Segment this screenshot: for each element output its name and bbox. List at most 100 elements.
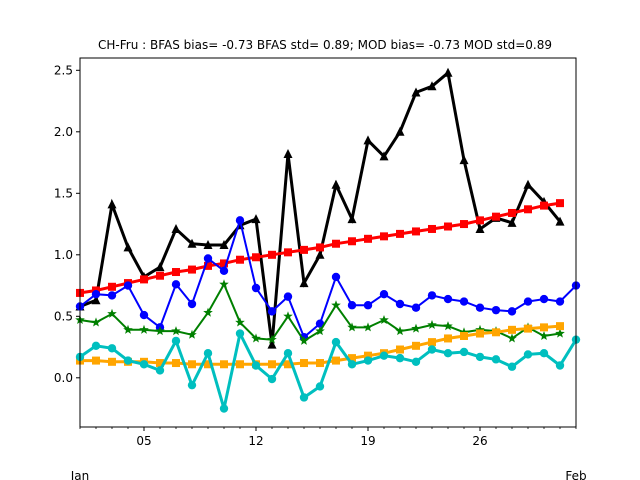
- series-4: [76, 322, 564, 369]
- data-point: [203, 307, 213, 317]
- month-label: Jan: [70, 469, 90, 480]
- data-point: [108, 357, 116, 366]
- data-point: [107, 199, 117, 209]
- x-tick-label: 26: [472, 434, 487, 448]
- data-point: [236, 255, 244, 264]
- chart-title: CH-Fru : BFAS bias= -0.73 BFAS std= 0.89…: [98, 38, 552, 52]
- data-point: [475, 223, 485, 233]
- data-point: [187, 238, 197, 248]
- data-point: [220, 259, 228, 268]
- data-point: [123, 281, 133, 290]
- data-point: [508, 208, 516, 217]
- data-point: [411, 323, 421, 333]
- data-point: [540, 201, 548, 210]
- data-point: [171, 223, 181, 233]
- data-point: [476, 329, 484, 338]
- data-point: [508, 325, 516, 334]
- data-point: [187, 299, 197, 309]
- axes-frame: [79, 57, 577, 428]
- data-point: [300, 245, 308, 254]
- data-point: [555, 216, 565, 226]
- data-point: [491, 305, 501, 315]
- data-point: [331, 272, 341, 282]
- data-point: [156, 271, 164, 280]
- data-point: [107, 344, 117, 353]
- data-point: [220, 360, 228, 369]
- data-point: [283, 311, 293, 321]
- series-3: [75, 279, 565, 345]
- data-point: [395, 353, 405, 363]
- data-point: [139, 310, 149, 320]
- data-point: [395, 126, 405, 136]
- series-5: [75, 328, 581, 413]
- data-point: [347, 301, 357, 310]
- data-point: [155, 366, 165, 375]
- data-point: [444, 222, 452, 231]
- data-point: [331, 337, 341, 347]
- data-point: [251, 361, 261, 370]
- series-line: [79, 69, 562, 345]
- data-point: [171, 326, 181, 336]
- series-0: [75, 67, 565, 349]
- data-point: [235, 317, 245, 327]
- data-point: [204, 261, 212, 270]
- data-point: [347, 214, 357, 224]
- data-point: [107, 291, 117, 300]
- data-point: [396, 345, 404, 354]
- data-point: [539, 331, 549, 340]
- data-point: [140, 275, 148, 284]
- data-point: [443, 349, 453, 358]
- data-point: [348, 354, 356, 363]
- data-point: [364, 234, 372, 243]
- data-point: [443, 67, 453, 77]
- data-point: [475, 324, 485, 334]
- data-point: [475, 303, 485, 312]
- data-point: [396, 229, 404, 238]
- data-point: [411, 303, 421, 312]
- data-point: [556, 199, 564, 208]
- data-point: [331, 300, 341, 310]
- data-point: [91, 341, 101, 351]
- data-point: [251, 214, 261, 224]
- y-tick-label: 0.0: [54, 371, 73, 385]
- data-point: [492, 212, 500, 221]
- y-tick-label: 2.0: [54, 125, 73, 139]
- data-point: [92, 356, 100, 365]
- data-point: [475, 352, 485, 362]
- data-point: [332, 356, 340, 365]
- data-point: [539, 294, 549, 304]
- data-point: [524, 205, 532, 214]
- data-point: [316, 243, 324, 252]
- data-point: [91, 317, 101, 327]
- data-point: [428, 224, 436, 233]
- data-point: [123, 324, 133, 334]
- y-tick-label: 1.5: [54, 186, 73, 200]
- data-point: [91, 295, 101, 305]
- data-point: [300, 359, 308, 368]
- data-point: [348, 237, 356, 246]
- data-point: [428, 338, 436, 347]
- data-point: [299, 335, 309, 345]
- data-point: [267, 334, 277, 344]
- x-tick-label: 19: [360, 434, 375, 448]
- x-axis: 05 12 19 26 Jan Feb: [70, 427, 587, 480]
- data-point: [188, 265, 196, 274]
- y-axis: 0.0 0.5 1.0 1.5 2.0 2.5: [54, 63, 80, 385]
- data-point: [331, 179, 341, 189]
- data-point: [187, 380, 197, 390]
- data-point: [252, 253, 260, 262]
- data-point: [203, 239, 213, 249]
- data-point: [555, 297, 565, 306]
- data-point: [155, 262, 165, 272]
- data-point: [235, 216, 245, 225]
- data-point: [412, 227, 420, 236]
- data-point: [219, 279, 229, 289]
- data-point: [507, 307, 517, 316]
- data-point: [411, 357, 421, 367]
- data-point: [460, 331, 468, 340]
- data-point: [555, 361, 565, 370]
- data-point: [379, 151, 389, 161]
- data-point: [363, 301, 373, 310]
- data-point: [139, 324, 149, 334]
